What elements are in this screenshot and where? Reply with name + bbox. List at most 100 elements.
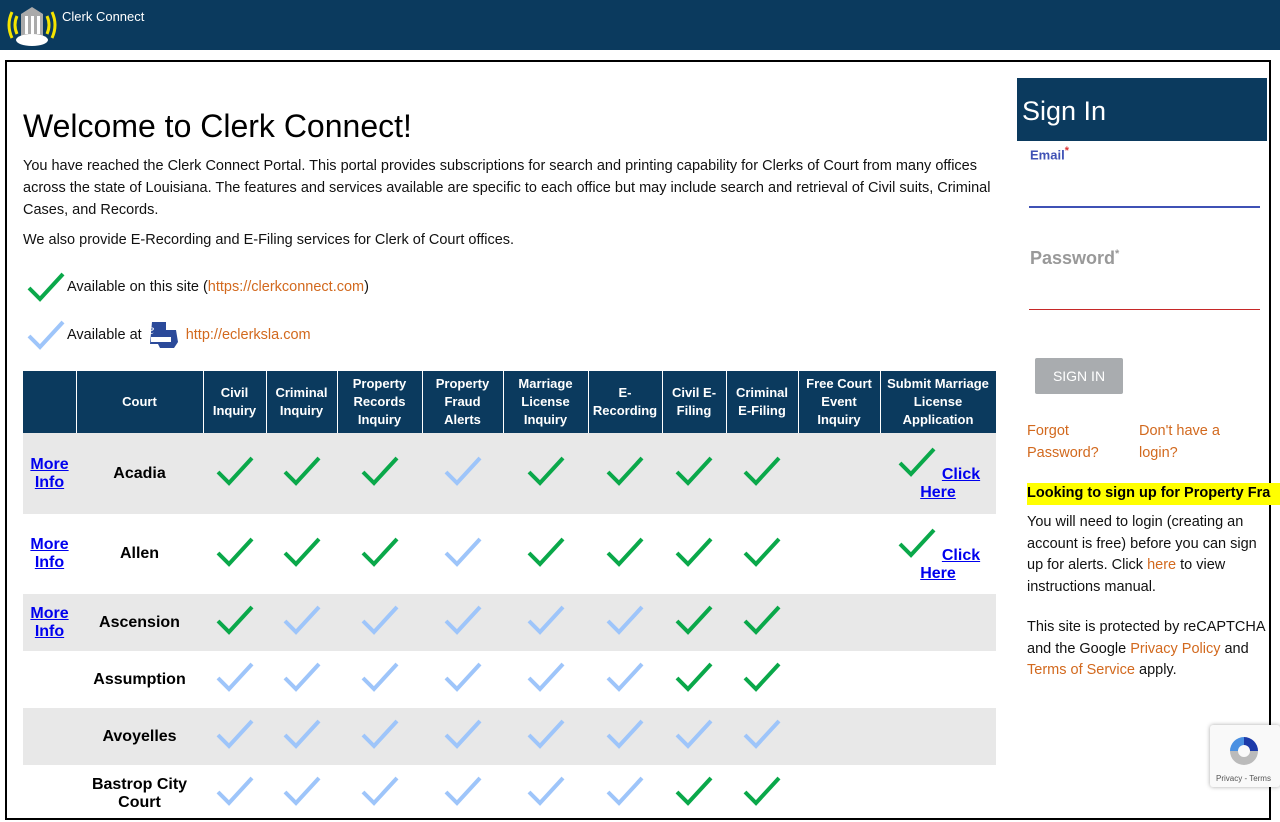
password-input[interactable] bbox=[1029, 281, 1260, 310]
blue-check-icon bbox=[216, 662, 253, 692]
eclerks-la-logo: e bbox=[148, 322, 178, 348]
blue-check-icon bbox=[444, 662, 481, 692]
service-cell bbox=[422, 514, 503, 594]
blue-check-icon bbox=[283, 605, 320, 635]
blue-check-icon bbox=[743, 719, 781, 749]
service-cell bbox=[503, 708, 588, 765]
clerkconnect-link[interactable]: https://clerkconnect.com bbox=[207, 279, 365, 295]
blue-check-icon bbox=[283, 719, 320, 749]
notice-text: Looking to sign up for Property Fra You … bbox=[1027, 483, 1280, 682]
green-check-icon bbox=[216, 605, 253, 635]
service-cell bbox=[422, 708, 503, 765]
eclerksla-link[interactable]: http://eclerksla.com bbox=[185, 327, 311, 343]
privacy-policy-link[interactable]: Privacy Policy bbox=[1130, 640, 1221, 657]
service-cell bbox=[337, 594, 422, 651]
link-text: Don't have a bbox=[1139, 423, 1220, 439]
more-info-link[interactable]: More Info bbox=[30, 604, 69, 640]
service-cell bbox=[798, 433, 880, 514]
notice-text-part: You will need to login (creating an acco… bbox=[1027, 514, 1257, 573]
column-header: Court bbox=[76, 371, 204, 433]
register-link[interactable]: Don't have a login? bbox=[1139, 420, 1249, 464]
clerk-connect-logo[interactable] bbox=[4, 4, 60, 46]
service-cell bbox=[503, 651, 588, 708]
service-cell bbox=[798, 651, 880, 708]
sign-in-title: Sign In bbox=[1017, 78, 1267, 141]
service-cell bbox=[203, 765, 266, 822]
submit-marriage-cell: Click Here bbox=[880, 433, 996, 514]
click-here-link[interactable]: Click Here bbox=[920, 546, 981, 582]
legend-available-here: Available on this site (https://clerkcon… bbox=[25, 270, 369, 304]
service-cell bbox=[203, 594, 266, 651]
service-cell bbox=[266, 514, 337, 594]
column-header: Submit Marriage License Application bbox=[880, 371, 997, 433]
intro-paragraph: We also provide E-Recording and E-Filing… bbox=[23, 232, 515, 248]
click-here-link[interactable]: Click Here bbox=[920, 466, 981, 501]
table-row: More Info Acadia Click Here bbox=[23, 433, 996, 514]
blue-check-icon bbox=[606, 662, 644, 692]
recaptcha-text: apply. bbox=[1134, 662, 1177, 678]
column-header: Criminal Inquiry bbox=[266, 371, 338, 433]
green-check-icon bbox=[675, 537, 713, 567]
court-name: Ascension bbox=[76, 594, 203, 651]
green-check-icon bbox=[743, 605, 781, 635]
service-cell bbox=[726, 594, 798, 651]
more-info-link[interactable]: More Info bbox=[30, 455, 69, 491]
submit-marriage-cell bbox=[880, 651, 996, 708]
more-info-cell bbox=[23, 651, 76, 708]
terms-link[interactable]: Terms of Service bbox=[1027, 662, 1135, 678]
green-check-icon bbox=[361, 537, 398, 567]
service-cell bbox=[726, 651, 798, 708]
green-check-icon bbox=[743, 456, 781, 486]
green-check-icon bbox=[675, 456, 713, 486]
service-cell bbox=[662, 433, 726, 514]
forgot-password-link[interactable]: Forgot Password? bbox=[1027, 420, 1127, 464]
intro-text: You have reached the Clerk Connect Porta… bbox=[23, 155, 998, 259]
more-info-link[interactable]: More Info bbox=[30, 536, 69, 571]
green-check-icon bbox=[216, 456, 253, 486]
green-check-icon bbox=[527, 456, 564, 486]
service-cell bbox=[422, 765, 503, 822]
service-cell bbox=[337, 514, 422, 594]
service-cell bbox=[266, 651, 337, 708]
instructions-manual-link[interactable]: here bbox=[1147, 557, 1177, 573]
blue-check-icon bbox=[283, 662, 320, 692]
blue-check-icon bbox=[444, 605, 481, 635]
column-header: Marriage License Inquiry bbox=[503, 371, 589, 433]
service-cell bbox=[422, 433, 503, 514]
password-label-text: Password bbox=[1030, 248, 1116, 268]
required-mark: * bbox=[1115, 248, 1120, 260]
svg-text:e: e bbox=[148, 323, 154, 338]
link-text: Password? bbox=[1027, 445, 1099, 461]
service-cell bbox=[662, 708, 726, 765]
recaptcha-text: This site is protected by reCAPTCHA and … bbox=[1027, 619, 1265, 657]
service-cell bbox=[726, 514, 798, 594]
court-services-table: Court Civil Inquiry Criminal Inquiry Proper… bbox=[23, 371, 997, 822]
service-cell bbox=[203, 708, 266, 765]
green-check-icon bbox=[898, 447, 936, 477]
green-check-icon bbox=[743, 776, 781, 806]
green-check-icon bbox=[743, 537, 781, 567]
submit-marriage-cell: Click Here bbox=[880, 514, 996, 594]
intro-paragraph: You have reached the Clerk Connect Porta… bbox=[23, 158, 991, 218]
table-row: More Info Allen Click Here bbox=[23, 514, 996, 594]
legend-text: Available on this site ( bbox=[67, 279, 208, 295]
email-input[interactable] bbox=[1029, 178, 1260, 208]
service-cell bbox=[588, 708, 662, 765]
legend-text: Available at bbox=[67, 327, 142, 343]
column-header: Property Records Inquiry bbox=[337, 371, 423, 433]
blue-check-icon bbox=[361, 719, 398, 749]
green-check-icon bbox=[361, 456, 398, 486]
service-cell bbox=[726, 708, 798, 765]
recaptcha-badge-text: Privacy - Terms bbox=[1216, 774, 1271, 783]
table-row: Assumption bbox=[23, 651, 996, 708]
blue-check-icon bbox=[216, 776, 253, 806]
sign-in-button[interactable]: SIGN IN bbox=[1035, 358, 1123, 394]
email-label: Email* bbox=[1030, 145, 1069, 162]
court-name: Avoyelles bbox=[76, 708, 203, 765]
recaptcha-badge[interactable]: Privacy - Terms bbox=[1210, 725, 1280, 787]
service-cell bbox=[662, 651, 726, 708]
service-cell bbox=[337, 651, 422, 708]
blue-check-icon bbox=[444, 776, 481, 806]
blue-check-icon bbox=[527, 605, 564, 635]
blue-check-icon bbox=[606, 605, 644, 635]
